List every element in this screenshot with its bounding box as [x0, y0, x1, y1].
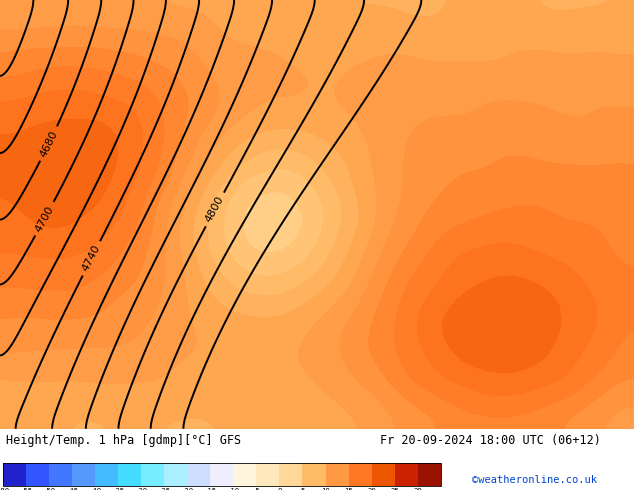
Text: 4800: 4800 — [204, 195, 226, 224]
Text: Fr 20-09-2024 18:00 UTC (06+12): Fr 20-09-2024 18:00 UTC (06+12) — [380, 434, 601, 447]
Text: -5: -5 — [252, 488, 261, 490]
Text: 0: 0 — [277, 488, 281, 490]
Text: Height/Temp. 1 hPa [gdmp][°C] GFS: Height/Temp. 1 hPa [gdmp][°C] GFS — [6, 434, 242, 447]
Bar — [372, 463, 394, 486]
Bar — [119, 463, 141, 486]
Bar — [210, 463, 233, 486]
Bar — [3, 463, 441, 486]
Bar — [325, 463, 349, 486]
Text: 4700: 4700 — [34, 204, 56, 234]
Text: 30: 30 — [413, 488, 422, 490]
Text: -20: -20 — [181, 488, 194, 490]
Bar — [72, 463, 95, 486]
Bar — [164, 463, 188, 486]
Text: 20: 20 — [367, 488, 376, 490]
Bar — [26, 463, 49, 486]
Bar — [280, 463, 302, 486]
Text: ©weatheronline.co.uk: ©weatheronline.co.uk — [472, 475, 597, 485]
Bar — [233, 463, 256, 486]
Bar — [141, 463, 164, 486]
Text: 5: 5 — [301, 488, 305, 490]
Bar — [49, 463, 72, 486]
Text: -50: -50 — [42, 488, 56, 490]
Text: -35: -35 — [112, 488, 125, 490]
Bar — [394, 463, 418, 486]
Bar — [302, 463, 325, 486]
Text: 4680: 4680 — [38, 129, 60, 159]
Bar — [188, 463, 210, 486]
Text: -15: -15 — [204, 488, 217, 490]
Text: -45: -45 — [66, 488, 79, 490]
Bar — [3, 463, 26, 486]
Text: -40: -40 — [89, 488, 102, 490]
Text: -10: -10 — [227, 488, 240, 490]
Text: -30: -30 — [135, 488, 148, 490]
Bar — [95, 463, 119, 486]
Text: -80: -80 — [0, 488, 10, 490]
Text: 15: 15 — [344, 488, 353, 490]
Bar — [349, 463, 372, 486]
Text: 10: 10 — [321, 488, 330, 490]
Text: 4740: 4740 — [81, 244, 102, 273]
Text: 25: 25 — [390, 488, 399, 490]
Text: -55: -55 — [20, 488, 33, 490]
Bar — [256, 463, 280, 486]
Bar — [418, 463, 441, 486]
Text: -25: -25 — [158, 488, 171, 490]
